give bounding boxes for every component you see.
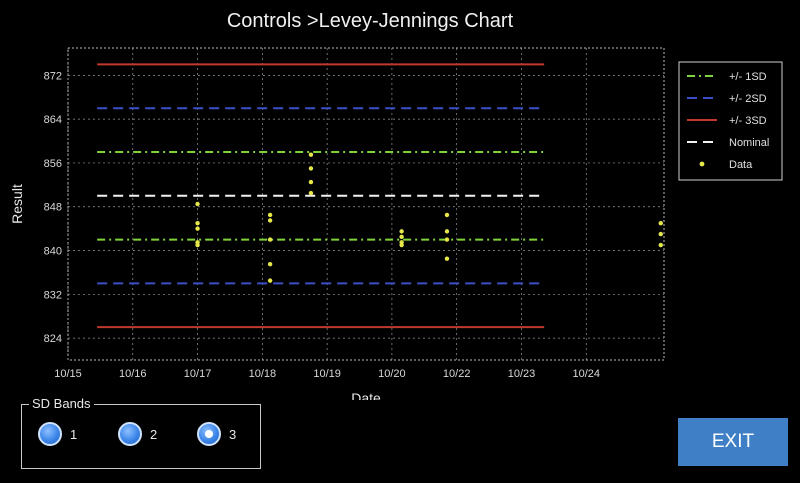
data-point xyxy=(267,262,273,267)
page-title: Controls >Levey-Jennings Chart xyxy=(226,10,514,32)
y-tick-label: 832 xyxy=(44,289,62,301)
sd-band-option-3[interactable]: 3 xyxy=(197,422,236,446)
data-point xyxy=(658,220,663,226)
sd-band-label-1: 1 xyxy=(70,426,78,442)
x-tick-label: 10/24 xyxy=(572,368,600,380)
x-tick-label: 10/23 xyxy=(508,368,536,380)
y-axis-label: Result xyxy=(9,184,25,224)
data-point xyxy=(444,229,450,234)
data-point xyxy=(658,242,663,248)
y-tick-label: 864 xyxy=(44,114,62,126)
data-point xyxy=(308,166,314,171)
data-point xyxy=(267,237,273,242)
data-point xyxy=(195,220,200,226)
legend-label: Data xyxy=(729,159,753,171)
x-tick-label: 10/19 xyxy=(313,368,341,380)
x-axis-label: Date xyxy=(351,390,381,400)
chart-legend: +/- 1SD +/- 2SD +/- 3SD Nominal Data xyxy=(678,61,783,181)
data-point xyxy=(399,229,404,234)
data-point xyxy=(267,212,273,218)
data-point xyxy=(444,256,450,261)
data-point xyxy=(267,218,273,223)
data-point xyxy=(195,242,200,248)
radio-button-3[interactable] xyxy=(197,422,221,446)
data-point xyxy=(195,201,200,207)
legend-label: +/- 3SD xyxy=(729,115,767,127)
legend-label: +/- 1SD xyxy=(729,71,767,83)
data-point xyxy=(444,212,450,218)
y-tick-label: 856 xyxy=(44,158,62,170)
x-tick-label: 10/15 xyxy=(54,368,82,380)
data-point xyxy=(308,152,314,157)
legend-label: +/- 2SD xyxy=(729,93,767,105)
exit-button[interactable]: EXIT xyxy=(678,418,788,466)
data-point xyxy=(399,234,404,240)
data-point xyxy=(308,190,314,196)
legend-marker-data xyxy=(699,161,705,167)
sd-band-option-2[interactable]: 2 xyxy=(118,422,157,446)
legend-label: Nominal xyxy=(729,137,769,149)
data-point xyxy=(195,226,200,231)
sd-band-option-1[interactable]: 1 xyxy=(38,422,77,446)
x-tick-label: 10/16 xyxy=(119,368,147,380)
x-tick-label: 10/17 xyxy=(184,368,212,380)
data-point xyxy=(658,231,663,237)
sd-bands-label: SD Bands xyxy=(29,396,94,411)
data-point xyxy=(308,179,314,185)
y-tick-label: 848 xyxy=(44,202,62,214)
sd-bands-group: SD Bands 1 2 3 xyxy=(21,396,261,469)
y-tick-label: 840 xyxy=(44,246,62,258)
data-point xyxy=(267,278,273,283)
data-point xyxy=(444,237,450,242)
x-tick-label: 10/20 xyxy=(378,368,406,380)
sd-band-label-3: 3 xyxy=(229,426,237,442)
y-tick-label: 872 xyxy=(44,70,62,82)
x-tick-label: 10/22 xyxy=(443,368,471,380)
radio-button-2[interactable] xyxy=(118,422,142,446)
plot-frame xyxy=(67,47,665,361)
data-point xyxy=(399,242,404,248)
levey-jennings-chart: 824 832 840 848 856 864 872 10/15 10/16 10/17 10/1… xyxy=(9,47,783,400)
y-tick-label: 824 xyxy=(44,333,62,345)
x-tick-label: 10/18 xyxy=(249,368,277,380)
sd-band-label-2: 2 xyxy=(150,426,158,442)
radio-button-1[interactable] xyxy=(38,422,62,446)
